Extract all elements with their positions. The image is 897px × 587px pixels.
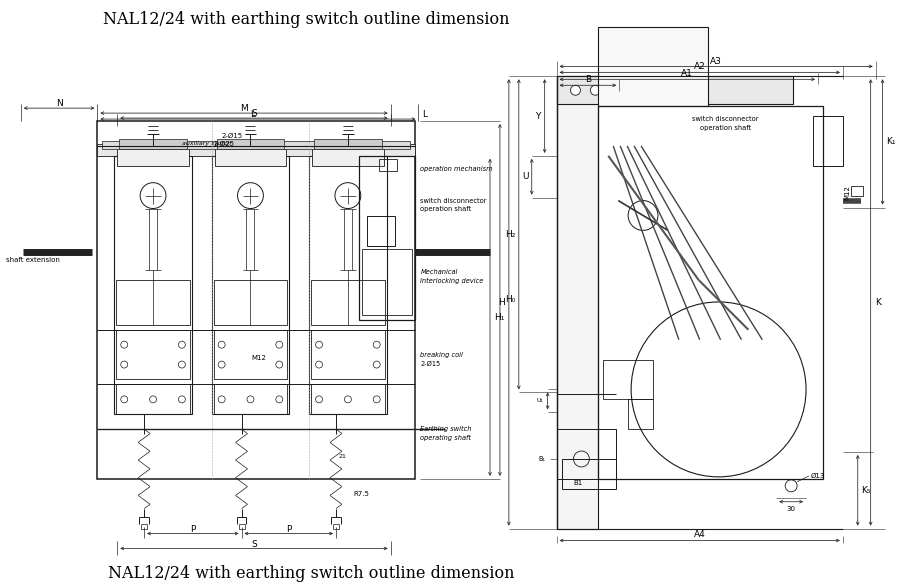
Text: M12: M12 (251, 355, 266, 360)
Bar (118, 144, 189, 166)
Text: breaking coil: breaking coil (421, 352, 463, 357)
Text: K₅: K₅ (861, 486, 870, 495)
Bar (214, 144, 286, 166)
Text: H₂: H₂ (506, 230, 516, 239)
Text: B: B (585, 75, 591, 84)
Text: 30: 30 (787, 505, 796, 512)
Text: operation shaft: operation shaft (700, 125, 751, 131)
Bar (850, 185, 863, 195)
Text: operating shaft: operating shaft (421, 435, 472, 441)
Text: A2: A2 (694, 62, 706, 71)
Bar (213, 280, 287, 325)
Bar (379, 159, 396, 171)
Bar (119, 139, 187, 149)
Text: K: K (875, 298, 881, 307)
Text: N: N (56, 99, 63, 107)
Circle shape (590, 85, 600, 95)
Bar (598, 106, 823, 479)
Bar (333, 524, 339, 528)
Bar (117, 330, 190, 379)
Text: H₀: H₀ (505, 295, 515, 305)
Bar (98, 144, 415, 156)
Bar (367, 216, 395, 246)
Bar (562, 459, 616, 489)
Bar (598, 26, 708, 106)
Bar (213, 330, 287, 379)
Circle shape (570, 85, 580, 95)
Text: B1: B1 (574, 480, 583, 486)
Bar (314, 139, 381, 149)
Circle shape (610, 85, 620, 95)
Text: 2-Ø15: 2-Ø15 (421, 360, 440, 366)
Text: Ø13: Ø13 (811, 473, 825, 479)
Bar (628, 399, 653, 429)
Text: H₁: H₁ (494, 313, 504, 322)
Bar (359, 156, 415, 320)
Text: switch disconnector: switch disconnector (692, 116, 759, 122)
Text: switch disconnector: switch disconnector (421, 198, 487, 204)
Text: NAL12/24 with earthing switch outline dimension: NAL12/24 with earthing switch outline di… (108, 565, 514, 582)
Text: A3: A3 (710, 57, 722, 66)
Text: Y: Y (536, 112, 541, 120)
Text: A4: A4 (694, 530, 706, 539)
Bar (361, 249, 413, 315)
Text: P: P (190, 525, 196, 534)
Text: NAL12/24 with earthing switch outline dimension: NAL12/24 with earthing switch outline di… (103, 11, 509, 28)
Text: operation mechanism: operation mechanism (421, 166, 493, 172)
Text: shaft extension: shaft extension (6, 257, 60, 263)
Bar (114, 156, 192, 414)
Bar (311, 280, 385, 325)
Bar (309, 156, 387, 414)
Bar (98, 121, 415, 479)
Circle shape (630, 85, 640, 95)
Text: U₁: U₁ (536, 399, 544, 403)
Text: Mechanical: Mechanical (421, 269, 457, 275)
Text: 21: 21 (339, 454, 347, 460)
Text: 2-Ø25: 2-Ø25 (213, 141, 234, 147)
Text: auxiliary switch: auxiliary switch (182, 141, 231, 146)
Bar (556, 76, 793, 104)
Text: H: H (498, 298, 505, 307)
Text: K₁: K₁ (886, 137, 896, 146)
Bar (212, 156, 289, 414)
Text: 2-Ø15: 2-Ø15 (221, 133, 242, 139)
Text: A1: A1 (682, 69, 693, 78)
Bar (141, 524, 147, 528)
Text: M: M (240, 104, 248, 113)
Text: L: L (250, 110, 256, 119)
Bar (239, 524, 245, 528)
Text: M12: M12 (845, 185, 851, 200)
Text: operation shaft: operation shaft (421, 205, 472, 211)
Text: P: P (286, 525, 292, 534)
Text: L: L (422, 110, 427, 119)
Text: B₁: B₁ (539, 456, 545, 462)
Text: S: S (251, 540, 257, 549)
Text: S: S (251, 109, 257, 117)
Bar (556, 76, 598, 528)
Bar (311, 330, 385, 379)
Bar (813, 116, 843, 166)
Bar (312, 144, 384, 166)
Bar (311, 384, 385, 414)
Bar (102, 141, 411, 149)
Bar (217, 139, 284, 149)
Text: R7.5: R7.5 (353, 491, 370, 497)
Text: Earthing switch: Earthing switch (421, 426, 472, 432)
Bar (213, 384, 287, 414)
Bar (117, 280, 190, 325)
Text: interlocking device: interlocking device (421, 278, 483, 284)
Bar (556, 429, 616, 479)
Bar (117, 384, 190, 414)
Text: U: U (522, 172, 528, 181)
Bar (604, 360, 653, 399)
